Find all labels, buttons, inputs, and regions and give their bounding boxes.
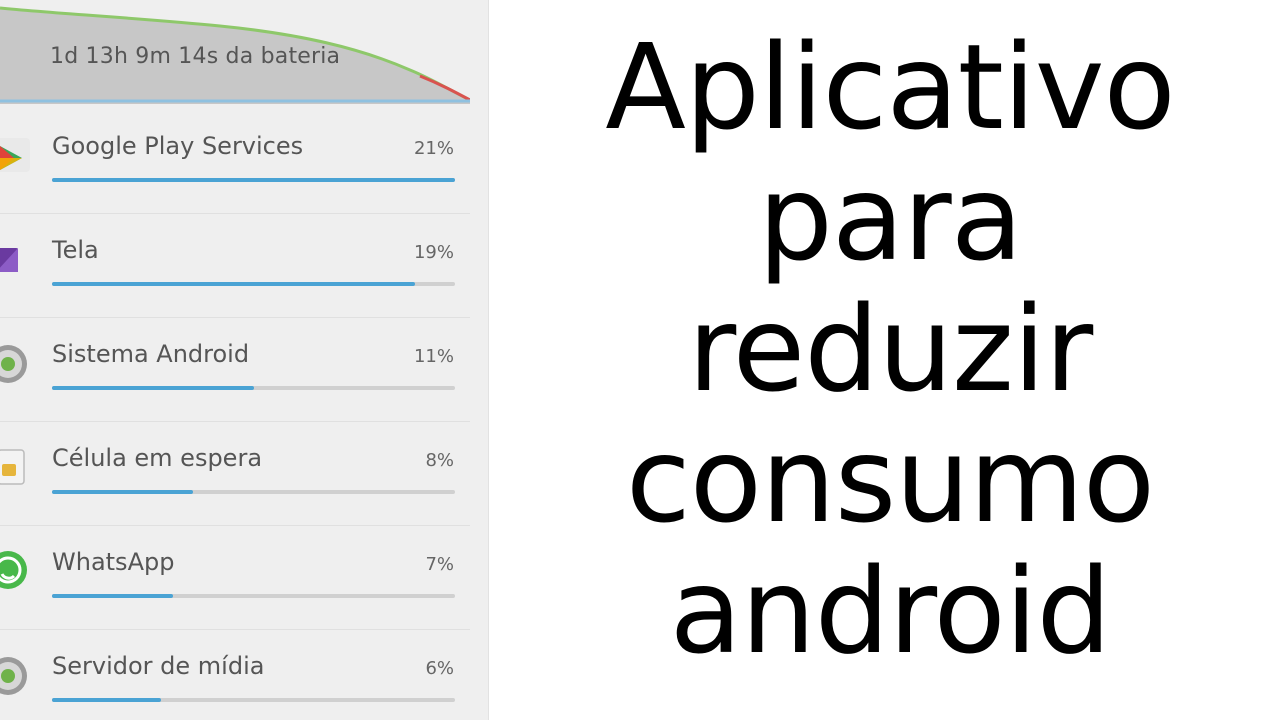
app-name: Tela [52, 236, 99, 264]
screen-icon [0, 236, 32, 280]
app-percent: 21% [413, 138, 454, 159]
android-system-icon [0, 340, 32, 384]
usage-bar-track [52, 386, 455, 390]
usage-bar-fill [52, 386, 254, 390]
usage-bar-fill [52, 698, 161, 702]
headline-line: reduzir [687, 280, 1093, 418]
app-name: Google Play Services [52, 132, 304, 160]
battery-graph: 1d 13h 9m 14s da bateria [0, 0, 470, 104]
battery-remaining-label: 1d 13h 9m 14s da bateria [50, 44, 341, 69]
usage-bar-track [52, 594, 455, 598]
app-percent: 8% [425, 450, 454, 471]
app-percent: 6% [425, 658, 454, 679]
headline-line: para [757, 149, 1023, 287]
app-percent: 19% [413, 242, 454, 263]
usage-bar-fill [52, 282, 415, 286]
usage-bar-fill [52, 490, 194, 494]
headline-line: consumo [625, 411, 1155, 549]
usage-bar-fill [52, 178, 455, 182]
usage-bar-track [52, 178, 455, 182]
list-item[interactable]: Google Play Services 21% [0, 110, 470, 214]
app-usage-list: Google Play Services 21% Tela 19% [0, 110, 470, 720]
headline-line: android [669, 542, 1112, 680]
app-name: WhatsApp [52, 548, 175, 576]
whatsapp-icon [0, 548, 32, 592]
app-percent: 11% [413, 346, 454, 367]
battery-graph-chart [0, 0, 470, 104]
sim-card-icon [0, 444, 32, 488]
app-name: Servidor de mídia [52, 652, 265, 680]
list-item[interactable]: WhatsApp 7% [0, 526, 470, 630]
list-item[interactable]: Sistema Android 11% [0, 318, 470, 422]
battery-usage-screenshot: 1d 13h 9m 14s da bateria Google Play Ser… [0, 0, 489, 720]
app-name: Célula em espera [52, 444, 263, 472]
usage-bar-track [52, 490, 455, 494]
app-percent: 7% [425, 554, 454, 575]
headline-line: Aplicativo [605, 18, 1175, 156]
app-name: Sistema Android [52, 340, 250, 368]
list-item[interactable]: Célula em espera 8% [0, 422, 470, 526]
media-server-icon [0, 652, 32, 696]
list-item[interactable]: Tela 19% [0, 214, 470, 318]
headline: Aplicativo para reduzir consumo android [500, 22, 1280, 677]
usage-bar-fill [52, 594, 173, 598]
usage-bar-track [52, 282, 455, 286]
list-item[interactable]: Servidor de mídia 6% [0, 630, 470, 720]
google-play-icon [0, 132, 32, 176]
usage-bar-track [52, 698, 455, 702]
